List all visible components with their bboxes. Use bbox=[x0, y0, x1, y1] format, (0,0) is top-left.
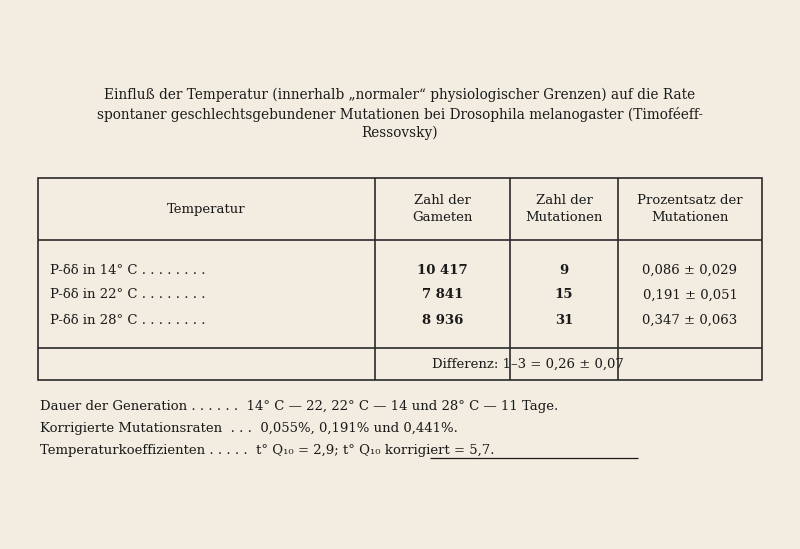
Text: Zahl der
Mutationen: Zahl der Mutationen bbox=[526, 194, 602, 224]
Bar bbox=[38, 178, 762, 380]
Text: spontaner geschlechtsgebundener Mutationen bei Drosophila melanogaster (Timoféef: spontaner geschlechtsgebundener Mutation… bbox=[97, 107, 703, 122]
Text: P-δδ in 22° C . . . . . . . .: P-δδ in 22° C . . . . . . . . bbox=[50, 289, 206, 301]
Text: Dauer der Generation . . . . . .  14° C — 22, 22° C — 14 und 28° C — 11 Tage.: Dauer der Generation . . . . . . 14° C —… bbox=[40, 400, 558, 413]
Text: P-δδ in 28° C . . . . . . . .: P-δδ in 28° C . . . . . . . . bbox=[50, 313, 206, 327]
Text: 0,191 ± 0,051: 0,191 ± 0,051 bbox=[642, 289, 738, 301]
Text: 7 841: 7 841 bbox=[422, 289, 463, 301]
Text: Temperatur: Temperatur bbox=[167, 203, 246, 216]
Text: 8 936: 8 936 bbox=[422, 313, 463, 327]
Text: 0,086 ± 0,029: 0,086 ± 0,029 bbox=[642, 264, 738, 277]
Text: Temperaturkoeffizienten . . . . .  t° Q₁₀ = 2,9; t° Q₁₀ korrigiert = 5,7.: Temperaturkoeffizienten . . . . . t° Q₁₀… bbox=[40, 444, 494, 457]
Text: 10 417: 10 417 bbox=[417, 264, 468, 277]
Text: Korrigierte Mutationsraten  . . .  0,055%, 0,191% und 0,441%.: Korrigierte Mutationsraten . . . 0,055%,… bbox=[40, 422, 458, 435]
Text: Einfluß der Temperatur (innerhalb „normaler“ physiologischer Grenzen) auf die Ra: Einfluß der Temperatur (innerhalb „norma… bbox=[105, 88, 695, 103]
Text: 0,347 ± 0,063: 0,347 ± 0,063 bbox=[642, 313, 738, 327]
Text: Prozentsatz der
Mutationen: Prozentsatz der Mutationen bbox=[637, 194, 743, 224]
Text: 9: 9 bbox=[559, 264, 569, 277]
Text: Differenz: 1–3 = 0,26 ± 0,07: Differenz: 1–3 = 0,26 ± 0,07 bbox=[433, 357, 624, 371]
Text: 15: 15 bbox=[554, 289, 574, 301]
Text: Zahl der
Gameten: Zahl der Gameten bbox=[412, 194, 473, 224]
Text: Ressovsky): Ressovsky) bbox=[362, 126, 438, 141]
Text: P-δδ in 14° C . . . . . . . .: P-δδ in 14° C . . . . . . . . bbox=[50, 264, 206, 277]
Text: 31: 31 bbox=[555, 313, 573, 327]
